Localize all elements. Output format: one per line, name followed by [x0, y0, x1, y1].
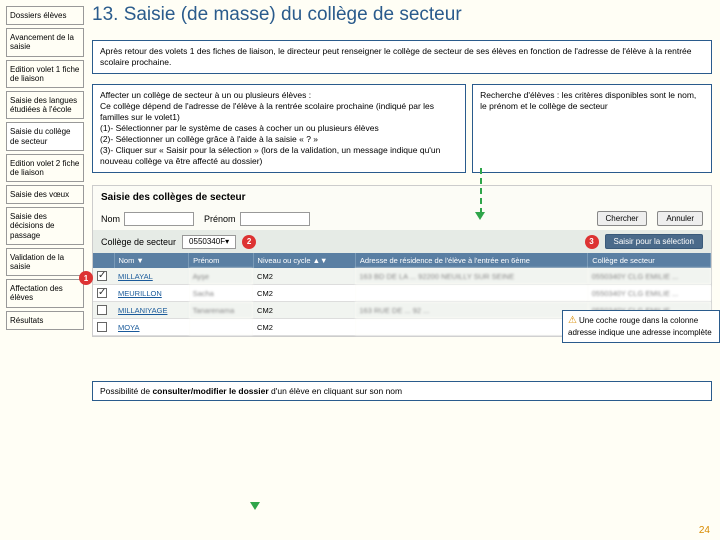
college-label: Collège de secteur [101, 237, 176, 247]
search-form: Nom Prénom Chercher Annuler [93, 207, 711, 230]
marker-3: 3 [585, 235, 599, 249]
table-header[interactable]: Niveau ou cycle ▲▼ [253, 253, 355, 268]
arrow [480, 168, 482, 214]
marker-2: 2 [242, 235, 256, 249]
intro-box: Après retour des volets 1 des fiches de … [92, 40, 712, 74]
nav-item[interactable]: Edition volet 2 fiche de liaison [6, 154, 84, 182]
nav-item[interactable]: Dossiers élèves [6, 6, 84, 25]
row-checkbox[interactable] [97, 271, 107, 281]
student-name-link[interactable]: MILLANIYAGE [118, 306, 167, 315]
panel-title: Saisie des collèges de secteur [93, 186, 711, 207]
steps-box: Affecter un collège de secteur à un ou p… [92, 84, 466, 173]
arrow-head [475, 212, 485, 220]
table-row: 1MILLAYALAyşeCM2163 BD DE LA ... 92200 N… [93, 268, 711, 285]
student-name-link[interactable]: MEURILLON [118, 289, 162, 298]
table-header[interactable]: Collège de secteur [588, 253, 711, 268]
callout-box: ⚠Une coche rouge dans la colonne adresse… [562, 310, 720, 343]
prenom-label: Prénom [204, 214, 236, 224]
student-name-link[interactable]: MOYA [118, 323, 140, 332]
page-title: 13. Saisie (de masse) du collège de sect… [92, 4, 712, 26]
college-row: Collège de secteur 0550340F ▾ 2 3 Saisir… [93, 230, 711, 253]
nav-item[interactable]: Résultats [6, 311, 84, 330]
nav-item[interactable]: Saisie des décisions de passage [6, 207, 84, 245]
row-checkbox[interactable] [97, 288, 107, 298]
nav-item[interactable]: Avancement de la saisie [6, 28, 84, 56]
nom-input[interactable] [124, 212, 194, 226]
nav-item[interactable]: Saisie du collège de secteur [6, 122, 84, 150]
bottom-note: Possibilité de consulter/modifier le dos… [92, 381, 712, 401]
marker-1: 1 [79, 271, 93, 285]
college-select[interactable]: 0550340F ▾ [182, 235, 236, 249]
prenom-input[interactable] [240, 212, 310, 226]
table-row: MEURILLONSachaCM20550340Y CLG EMILIE ... [93, 285, 711, 302]
table-header[interactable]: Prénom [189, 253, 253, 268]
search-note-box: Recherche d'élèves : les critères dispon… [472, 84, 712, 173]
bottom-arrow [250, 502, 260, 510]
warning-icon: ⚠ [568, 315, 577, 326]
annuler-button[interactable]: Annuler [657, 211, 703, 226]
page-number: 24 [699, 525, 710, 536]
nom-label: Nom [101, 214, 120, 224]
table-header-row: Nom ▼PrénomNiveau ou cycle ▲▼Adresse de … [93, 253, 711, 268]
chercher-button[interactable]: Chercher [597, 211, 648, 226]
student-name-link[interactable]: MILLAYAL [118, 272, 153, 281]
nav-sidebar: Dossiers élèves Avancement de la saisie Ed… [6, 6, 84, 333]
table-header[interactable]: Adresse de résidence de l'élève à l'entr… [355, 253, 587, 268]
row-checkbox[interactable] [97, 322, 107, 332]
row-checkbox[interactable] [97, 305, 107, 315]
table-header [93, 253, 114, 268]
nav-item[interactable]: Saisie des vœux [6, 185, 84, 204]
table-header[interactable]: Nom ▼ [114, 253, 189, 268]
saisir-button[interactable]: Saisir pour la sélection [605, 234, 703, 249]
nav-item[interactable]: Saisie des langues étudiées à l'école [6, 91, 84, 119]
nav-item[interactable]: Affectation des élèves [6, 279, 84, 307]
nav-item[interactable]: Edition volet 1 fiche de liaison [6, 60, 84, 88]
nav-item[interactable]: Validation de la saisie [6, 248, 84, 276]
